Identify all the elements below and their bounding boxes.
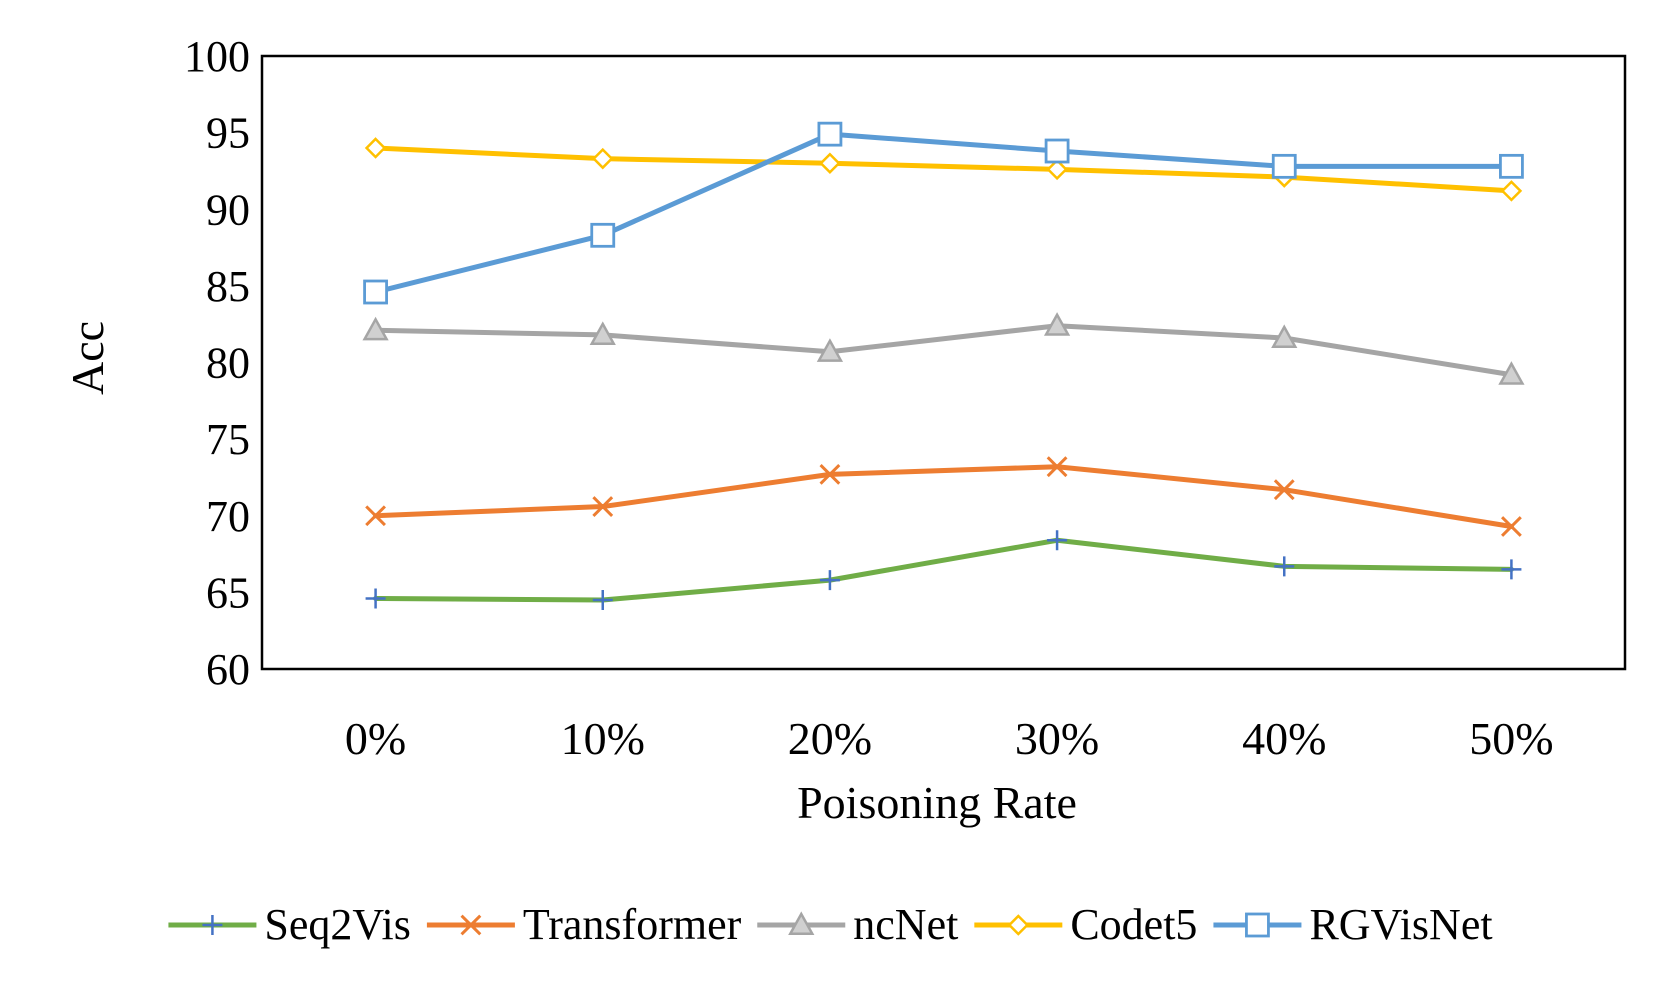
data-point-seq2vis — [1274, 556, 1295, 577]
legend-marker-ncnet — [788, 911, 815, 936]
y-tick-label: 70 — [206, 492, 250, 541]
data-point-transformer — [1046, 456, 1068, 478]
data-point-seq2vis — [1501, 559, 1522, 580]
y-tick-label: 80 — [206, 339, 250, 388]
legend-label-ncnet: ncNet — [853, 900, 958, 949]
data-point-transformer — [1501, 516, 1522, 537]
x-tick-label: 0% — [345, 713, 406, 764]
legend-label-rgvisnet: RGVisNet — [1309, 900, 1492, 949]
data-point-ncnet — [589, 321, 616, 345]
data-point-codet5 — [819, 152, 841, 175]
data-point-rgvisnet — [363, 279, 388, 305]
data-point-rgvisnet — [1044, 138, 1070, 164]
x-tick-label: 50% — [1469, 713, 1553, 764]
data-point-ncnet — [1043, 312, 1071, 336]
x-tick-label: 40% — [1242, 713, 1326, 764]
data-point-rgvisnet — [590, 222, 616, 248]
legend-label-codet5: Codet5 — [1070, 900, 1197, 949]
y-tick-label: 85 — [206, 262, 250, 311]
legend-label-seq2vis: Seq2Vis — [264, 900, 410, 949]
x-tick-label: 20% — [788, 713, 872, 764]
data-point-transformer — [592, 496, 614, 517]
data-point-transformer — [819, 463, 841, 485]
legend-marker-codet5 — [1007, 914, 1030, 936]
legend-label-transformer: Transformer — [523, 900, 742, 949]
data-point-codet5 — [364, 137, 387, 159]
series-line-codet5 — [373, 145, 1514, 194]
data-point-seq2vis — [592, 590, 613, 611]
x-tick-label: 10% — [561, 713, 645, 764]
x-axis-title: Poisoning Rate — [797, 777, 1077, 828]
y-tick-label: 65 — [206, 568, 250, 617]
y-tick-label: 95 — [206, 109, 250, 158]
data-point-codet5 — [591, 147, 614, 170]
legend-marker-rgvisnet — [1245, 912, 1270, 938]
y-tick-label: 60 — [206, 645, 250, 694]
data-point-ncnet — [1271, 324, 1298, 349]
y-axis-title: Acc — [62, 321, 113, 395]
legend: Seq2Vis Transformer ncNet Codet5 RGVisNet — [168, 900, 1493, 949]
series-line-ncnet — [373, 323, 1514, 378]
data-point-seq2vis — [365, 588, 386, 609]
data-point-ncnet — [816, 338, 844, 362]
data-point-rgvisnet — [1271, 153, 1297, 179]
legend-marker-transformer — [460, 914, 482, 936]
data-point-transformer — [365, 505, 386, 527]
y-tick-label: 90 — [206, 185, 250, 234]
data-point-codet5 — [1046, 158, 1068, 181]
y-tick-label: 75 — [206, 415, 250, 464]
data-point-seq2vis — [1047, 530, 1068, 551]
data-point-transformer — [1273, 479, 1295, 501]
data-point-codet5 — [1500, 180, 1523, 202]
series-line-transformer — [373, 464, 1514, 529]
data-point-ncnet — [362, 316, 389, 341]
data-point-rgvisnet — [817, 121, 843, 147]
series-line-rgvisnet — [373, 131, 1514, 295]
x-tick-label: 30% — [1015, 713, 1099, 764]
y-tick-label: 100 — [184, 32, 250, 81]
data-point-ncnet — [1498, 361, 1525, 385]
series-line-seq2vis — [373, 537, 1514, 603]
data-point-rgvisnet — [1499, 153, 1524, 179]
plot-area-border — [260, 54, 1627, 671]
data-point-seq2vis — [819, 570, 840, 591]
legend-marker-seq2vis — [202, 915, 223, 935]
